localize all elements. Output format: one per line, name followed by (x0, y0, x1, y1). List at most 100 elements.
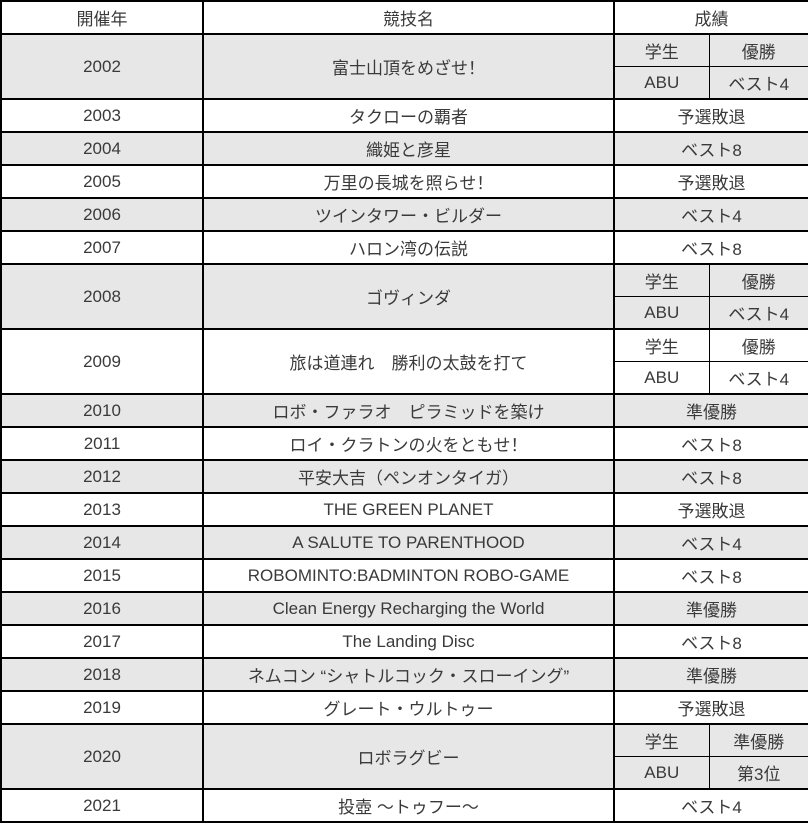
table-row: 2014 A SALUTE TO PARENTHOOD ベスト4 (0, 525, 808, 560)
result-cell: 優勝 (708, 328, 808, 362)
table-row: 2002 富士山頂をめざせ！ 学生 優勝 (0, 33, 808, 100)
result-cell: 準優勝 (613, 657, 808, 692)
event-cell: ネムコン “シャトルコック・スローイング” (202, 657, 615, 692)
table-row: 2005 万里の長城を照らせ！ 予選敗退 (0, 164, 808, 199)
year-cell: 2016 (0, 591, 204, 626)
table-subrow: ABU 第3位 (1, 756, 808, 790)
table-row: 2016 Clean Energy Recharging the World 準優勝 (0, 591, 808, 626)
event-cell: ROBOMINTO:BADMINTON ROBO-GAME (202, 558, 615, 593)
header-event: 競技名 (202, 0, 615, 35)
event-cell: A SALUTE TO PARENTHOOD (202, 525, 615, 560)
division-cell: ABU (613, 361, 710, 395)
year-cell: 2018 (0, 657, 204, 692)
year-cell: 2006 (0, 197, 204, 232)
result-cell: ベスト4 (708, 361, 808, 395)
event-cell: 平安大吉（ペンオンタイガ） (202, 459, 615, 494)
result-cell: 準優勝 (613, 591, 808, 626)
result-cell: ベスト4 (708, 66, 808, 100)
table-row: 2020 ロボラグビー 学生 準優勝 (0, 723, 808, 790)
result-cell: 優勝 (708, 33, 808, 67)
result-cell: 準優勝 (708, 723, 808, 757)
table-row: 2006 ツインタワー・ビルダー ベスト4 (0, 197, 808, 232)
year-cell: 2014 (0, 525, 204, 560)
year-cell: 2012 (0, 459, 204, 494)
event-cell: The Landing Disc (202, 624, 615, 659)
header-year: 開催年 (0, 0, 204, 35)
result-cell: ベスト4 (613, 197, 808, 232)
event-cell: ハロン湾の伝説 (202, 230, 615, 265)
table-row: 2007 ハロン湾の伝説 ベスト8 (0, 230, 808, 265)
result-cell: 準優勝 (613, 393, 808, 428)
year-cell: 2020 (0, 723, 204, 790)
table-row: 2013 THE GREEN PLANET 予選敗退 (0, 492, 808, 527)
year-cell: 2009 (0, 328, 204, 395)
event-cell: 織姫と彦星 (202, 131, 615, 166)
result-cell: 予選敗退 (613, 690, 808, 725)
year-cell: 2008 (0, 263, 204, 330)
year-cell: 2004 (0, 131, 204, 166)
division-cell: 学生 (613, 33, 710, 67)
table-row: 2012 平安大吉（ペンオンタイガ） ベスト8 (0, 459, 808, 494)
result-cell: ベスト8 (613, 131, 808, 166)
year-cell: 2005 (0, 164, 204, 199)
table-row: 2017 The Landing Disc ベスト8 (0, 624, 808, 659)
table-body: 2002 富士山頂をめざせ！ 学生 優勝 ABU ベスト4 2003 タクローの覇者 予選敗退 2… (0, 33, 808, 823)
event-cell: グレート・ウルトゥー (202, 690, 615, 725)
result-cell: ベスト4 (708, 296, 808, 330)
result-cell: 予選敗退 (613, 164, 808, 199)
table-row: 2018 ネムコン “シャトルコック・スローイング” 準優勝 (0, 657, 808, 692)
year-cell: 2021 (0, 788, 204, 823)
year-cell: 2015 (0, 558, 204, 593)
year-cell: 2003 (0, 98, 204, 133)
year-cell: 2013 (0, 492, 204, 527)
event-cell: 投壺 ～トゥフー～ (202, 788, 615, 823)
event-cell: 旅は道連れ 勝利の太鼓を打て (202, 328, 615, 395)
table-subrow: ABU ベスト4 (1, 361, 808, 395)
result-cell: ベスト8 (613, 558, 808, 593)
event-cell: 富士山頂をめざせ！ (202, 33, 615, 100)
year-cell: 2017 (0, 624, 204, 659)
division-cell: ABU (613, 756, 710, 790)
year-cell: 2019 (0, 690, 204, 725)
result-cell: 優勝 (708, 263, 808, 297)
result-cell: ベスト4 (613, 788, 808, 823)
event-cell: 万里の長城を照らせ！ (202, 164, 615, 199)
event-cell: ロイ・クラトンの火をともせ！ (202, 426, 615, 461)
event-cell: タクローの覇者 (202, 98, 615, 133)
result-cell: ベスト8 (613, 230, 808, 265)
event-cell: ツインタワー・ビルダー (202, 197, 615, 232)
table-row: 2015 ROBOMINTO:BADMINTON ROBO-GAME ベスト8 (0, 558, 808, 593)
table-row: 2008 ゴヴィンダ 学生 優勝 (0, 263, 808, 330)
division-cell: 学生 (613, 263, 710, 297)
event-cell: THE GREEN PLANET (202, 492, 615, 527)
table-subrow: ABU ベスト4 (1, 296, 808, 330)
event-cell: ロボラグビー (202, 723, 615, 790)
event-cell: ロボ・ファラオ ピラミッドを築け (202, 393, 615, 428)
header-result: 成績 (613, 0, 808, 35)
table-row: 2011 ロイ・クラトンの火をともせ！ ベスト8 (0, 426, 808, 461)
division-cell: ABU (613, 296, 710, 330)
result-cell: 予選敗退 (613, 492, 808, 527)
result-cell: ベスト4 (613, 525, 808, 560)
table-row: 2010 ロボ・ファラオ ピラミッドを築け 準優勝 (0, 393, 808, 428)
division-cell: 学生 (613, 723, 710, 757)
result-cell: ベスト8 (613, 459, 808, 494)
year-cell: 2010 (0, 393, 204, 428)
year-cell: 2002 (0, 33, 204, 100)
result-cell: ベスト8 (613, 426, 808, 461)
header-row: 開催年 競技名 成績 (0, 0, 808, 35)
result-cell: ベスト8 (613, 624, 808, 659)
event-cell: Clean Energy Recharging the World (202, 591, 615, 626)
table-row: 2019 グレート・ウルトゥー 予選敗退 (0, 690, 808, 725)
table-row: 2021 投壺 ～トゥフー～ ベスト4 (0, 788, 808, 823)
year-cell: 2011 (0, 426, 204, 461)
year-cell: 2007 (0, 230, 204, 265)
division-cell: 学生 (613, 328, 710, 362)
table-row: 2003 タクローの覇者 予選敗退 (0, 98, 808, 133)
division-cell: ABU (613, 66, 710, 100)
event-cell: ゴヴィンダ (202, 263, 615, 330)
table-row: 2009 旅は道連れ 勝利の太鼓を打て 学生 優勝 (0, 328, 808, 395)
result-cell: 第3位 (708, 756, 808, 790)
